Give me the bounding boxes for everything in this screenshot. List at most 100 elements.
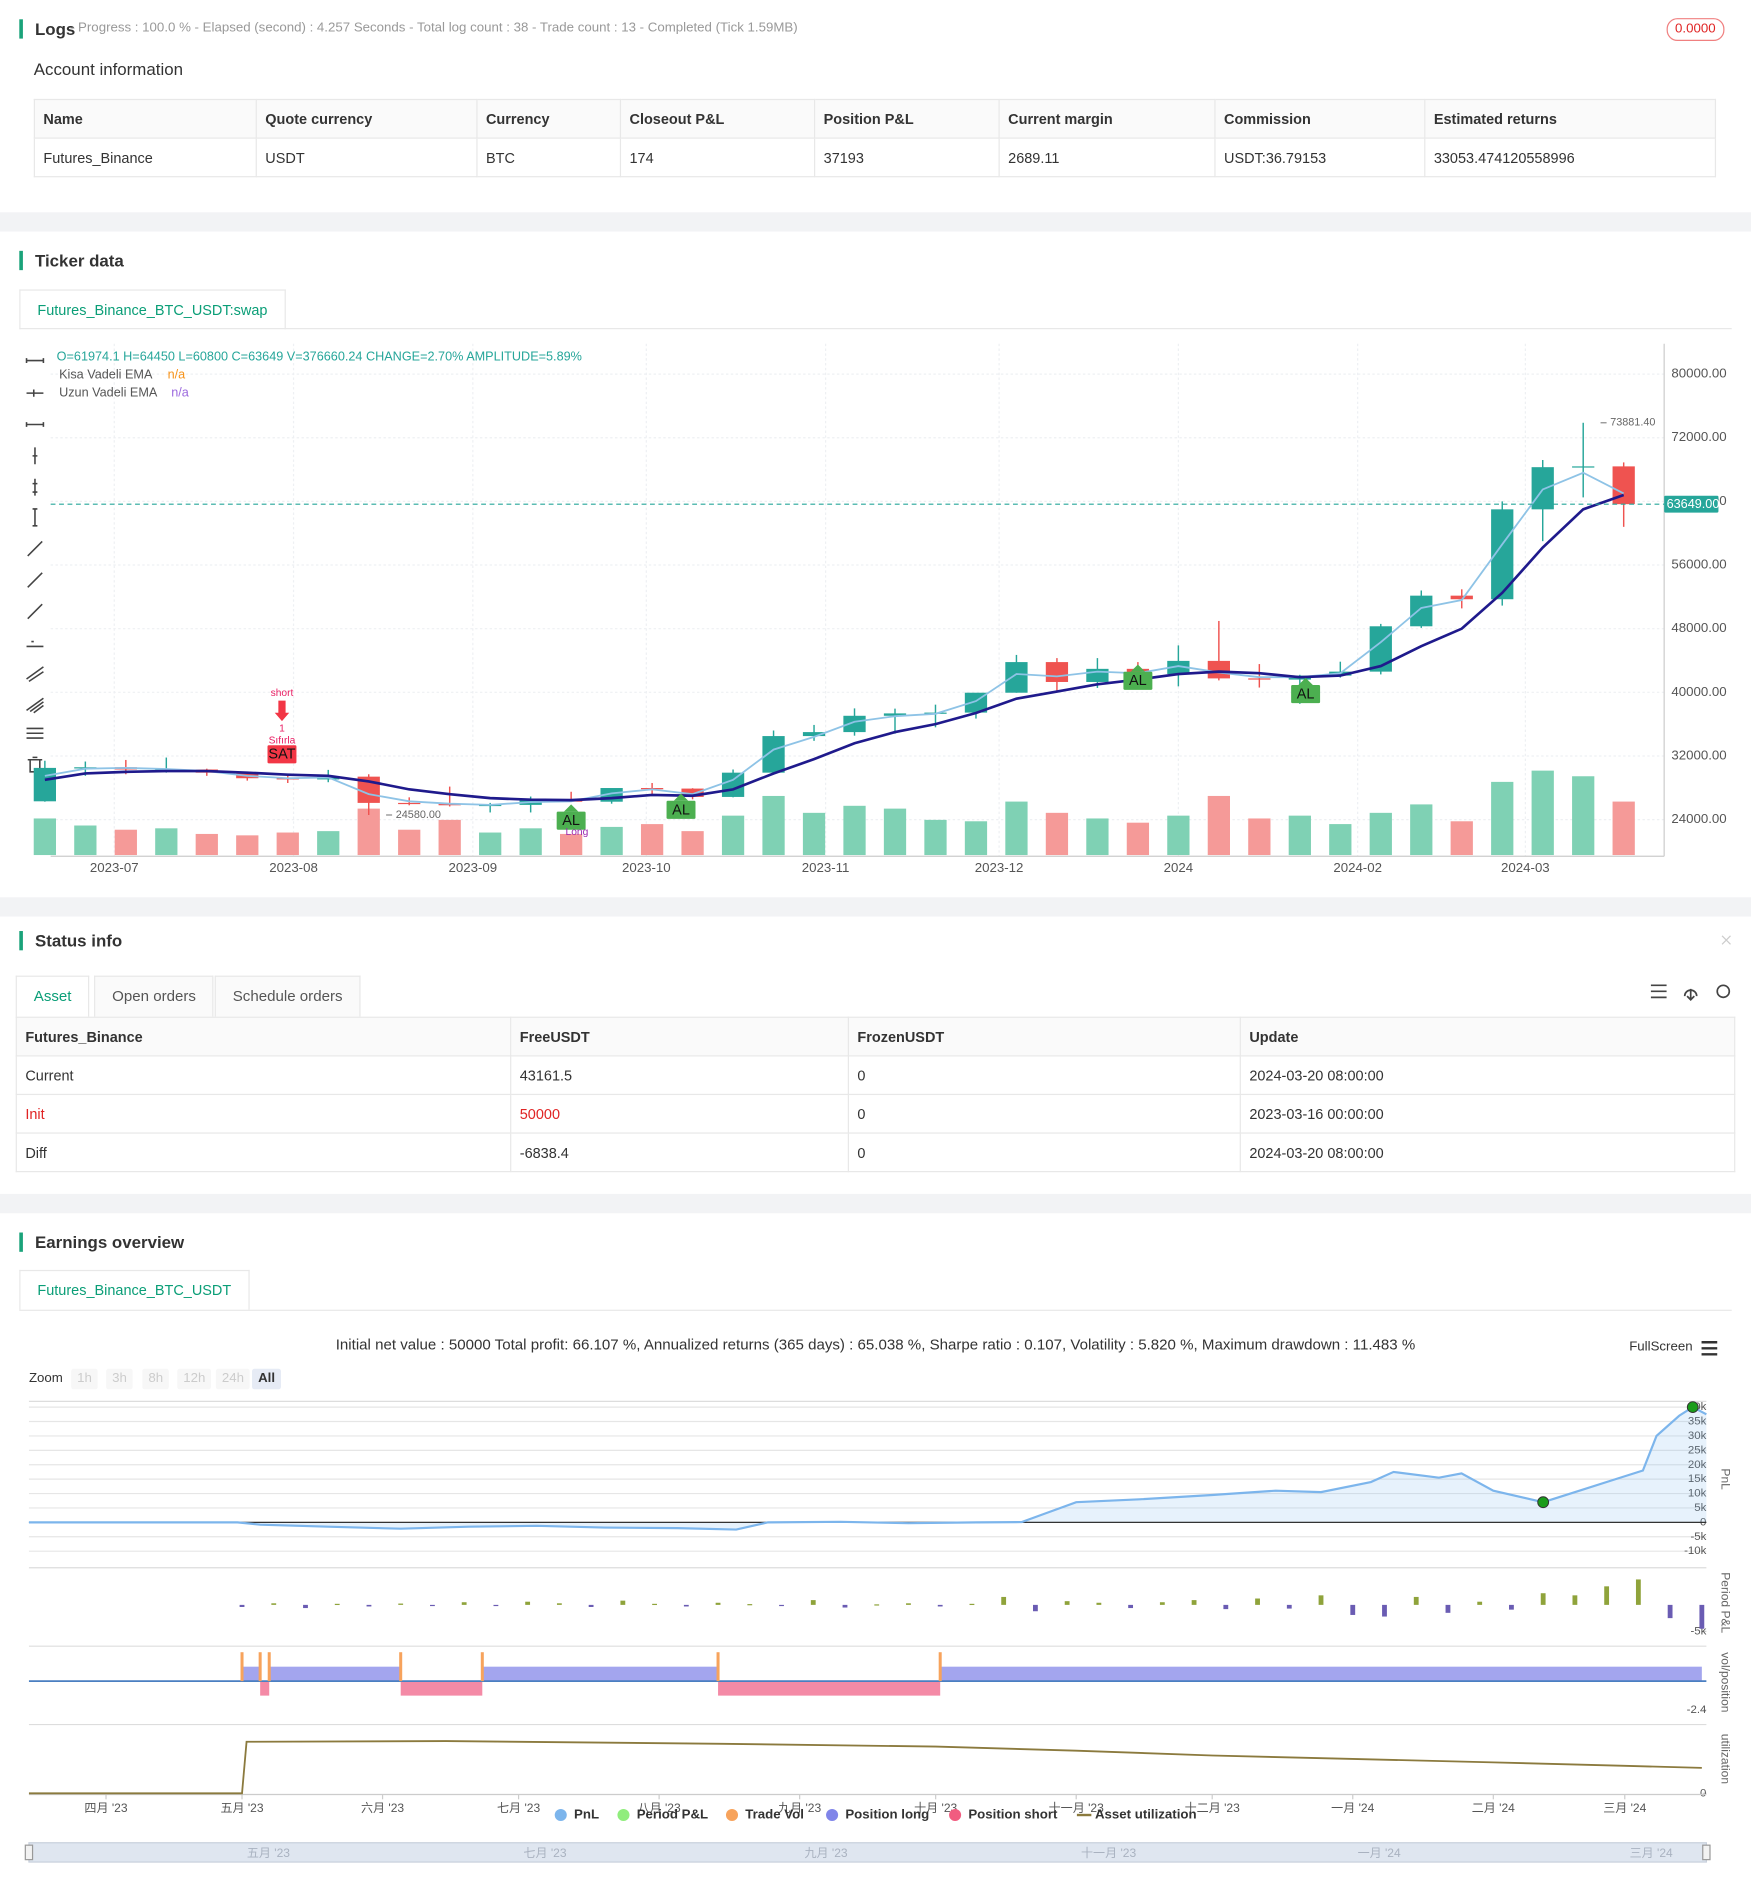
signal-label: AL xyxy=(672,802,690,818)
period-bar xyxy=(271,1603,277,1605)
candle-body xyxy=(560,799,583,802)
header-cell: FrozenUSDT xyxy=(847,1016,1241,1057)
legend-label[interactable]: PnL xyxy=(574,1807,599,1822)
ticker-tab[interactable]: Futures_Binance_BTC_USDT:swap xyxy=(19,289,286,330)
indicator-button[interactable]: Indicator xyxy=(1564,354,1660,382)
period-bar xyxy=(303,1604,308,1609)
period-bar xyxy=(747,1604,753,1606)
status-tab[interactable]: Asset xyxy=(15,975,90,1017)
period-bar xyxy=(1191,1600,1197,1605)
candle-body xyxy=(398,802,421,805)
zoom-button[interactable]: 24h xyxy=(215,1368,251,1390)
row: Diff -6838.4 0 2024-03-20 08:00:00 xyxy=(15,1132,1736,1173)
zoom-button[interactable]: 8h xyxy=(142,1368,170,1390)
axis-title: PnL xyxy=(1718,1468,1732,1490)
candle-body xyxy=(681,788,704,797)
legend-label[interactable]: Period P&L xyxy=(637,1807,708,1822)
candle-body xyxy=(195,769,218,773)
position-bar xyxy=(482,1666,719,1682)
y-tick-label: 40k xyxy=(1688,1401,1707,1413)
candle-body xyxy=(155,769,178,771)
legend-swatch xyxy=(949,1808,962,1822)
y-tick-label: 35k xyxy=(1688,1416,1707,1428)
period-bar xyxy=(398,1603,404,1605)
navigator-label: 五月 '23 xyxy=(247,1846,290,1860)
row: Init 50000 0 2023-03-16 00:00:00 xyxy=(15,1093,1736,1134)
cell: USDT:36.79153 xyxy=(1214,137,1426,178)
volume-bar xyxy=(1207,795,1230,856)
signal-arrow xyxy=(673,793,689,801)
header-cell: Currency xyxy=(476,98,622,139)
ohlc-legend: O=61974.1 H=64450 L=60800 C=63649 V=3766… xyxy=(57,349,582,363)
x-tick-label: 2023-08 xyxy=(269,860,318,875)
candle-body xyxy=(964,692,988,713)
volume-bar xyxy=(479,832,502,856)
status-tab[interactable]: Schedule orders xyxy=(214,975,361,1017)
candle-body xyxy=(1491,509,1514,600)
period-bar xyxy=(810,1600,816,1605)
earnings-tab[interactable]: Futures_Binance_BTC_USDT xyxy=(19,1269,250,1310)
navigator-label: 三月 '24 xyxy=(1630,1846,1673,1860)
annotation-text: Long xyxy=(566,827,589,838)
tool-icon xyxy=(27,603,43,620)
volume-bar xyxy=(74,825,97,856)
position-bar xyxy=(269,1666,401,1682)
volume-bar xyxy=(1491,781,1514,856)
navigator xyxy=(28,1842,1707,1863)
period-bar xyxy=(1413,1596,1419,1605)
navigator-label: 七月 '23 xyxy=(523,1846,566,1860)
status-title: Status info xyxy=(19,931,122,951)
candle-body xyxy=(1450,595,1473,600)
volume-bar xyxy=(1248,818,1271,856)
x-tick-label: 三月 '24 xyxy=(1603,1801,1646,1815)
period-bar xyxy=(430,1604,435,1607)
status-tab[interactable]: Open orders xyxy=(94,975,215,1017)
signal-label: SAT xyxy=(268,747,295,763)
legend-label[interactable]: Asset utilization xyxy=(1095,1807,1197,1822)
candle-body xyxy=(519,799,542,805)
volume-bar xyxy=(317,831,340,856)
separator xyxy=(0,897,1751,917)
zoom-button[interactable]: 3h xyxy=(106,1368,133,1390)
candle-body xyxy=(1248,678,1271,680)
pnl-line xyxy=(28,1405,1707,1531)
current-price-label: 63649.00 xyxy=(1667,497,1720,511)
period-bar xyxy=(525,1601,531,1605)
fullscreen[interactable]: FullScreen xyxy=(1629,1339,1693,1355)
cell: -6838.4 xyxy=(510,1132,849,1173)
tool-icon xyxy=(25,358,45,364)
cell: Futures_Binance xyxy=(33,137,257,178)
current-price-box xyxy=(1664,495,1719,513)
x-tick-label: 五月 '23 xyxy=(220,1801,263,1815)
period-bar xyxy=(493,1604,499,1607)
zoom-button[interactable]: All xyxy=(252,1368,282,1390)
candle-body xyxy=(1086,668,1109,682)
candle-body xyxy=(1288,675,1311,680)
legend-label[interactable]: Position short xyxy=(968,1807,1058,1822)
header-cell: Estimated returns xyxy=(1424,98,1717,139)
tool-icon xyxy=(27,572,43,588)
volume-bar xyxy=(1086,818,1109,856)
status-icons[interactable] xyxy=(1650,984,1731,1001)
zoom-button[interactable]: 12h xyxy=(177,1368,212,1390)
zoom-button[interactable]: 1h xyxy=(71,1368,98,1390)
collapse-icon xyxy=(1721,935,1731,945)
tab-rule xyxy=(19,328,1732,330)
volume-bar xyxy=(236,835,259,856)
candle-body xyxy=(883,713,907,716)
cell: 2689.11 xyxy=(998,137,1216,178)
candle-body xyxy=(74,767,97,769)
header-cell: Futures_Binance xyxy=(15,1016,512,1057)
position-bar xyxy=(260,1681,270,1696)
y-tick-label: 15k xyxy=(1688,1473,1707,1485)
x-tick-label: 四月 '23 xyxy=(84,1801,127,1815)
volume-bar xyxy=(1005,801,1028,856)
y-tick-label: 25k xyxy=(1688,1444,1707,1456)
axis-title: utilization xyxy=(1718,1734,1732,1784)
cell: Current xyxy=(15,1055,512,1096)
candle-body xyxy=(762,736,785,773)
legend-label[interactable]: Position long xyxy=(845,1807,929,1822)
x-tick-label: 七月 '23 xyxy=(497,1801,540,1815)
legend-label[interactable]: Trade Vol xyxy=(745,1807,804,1822)
